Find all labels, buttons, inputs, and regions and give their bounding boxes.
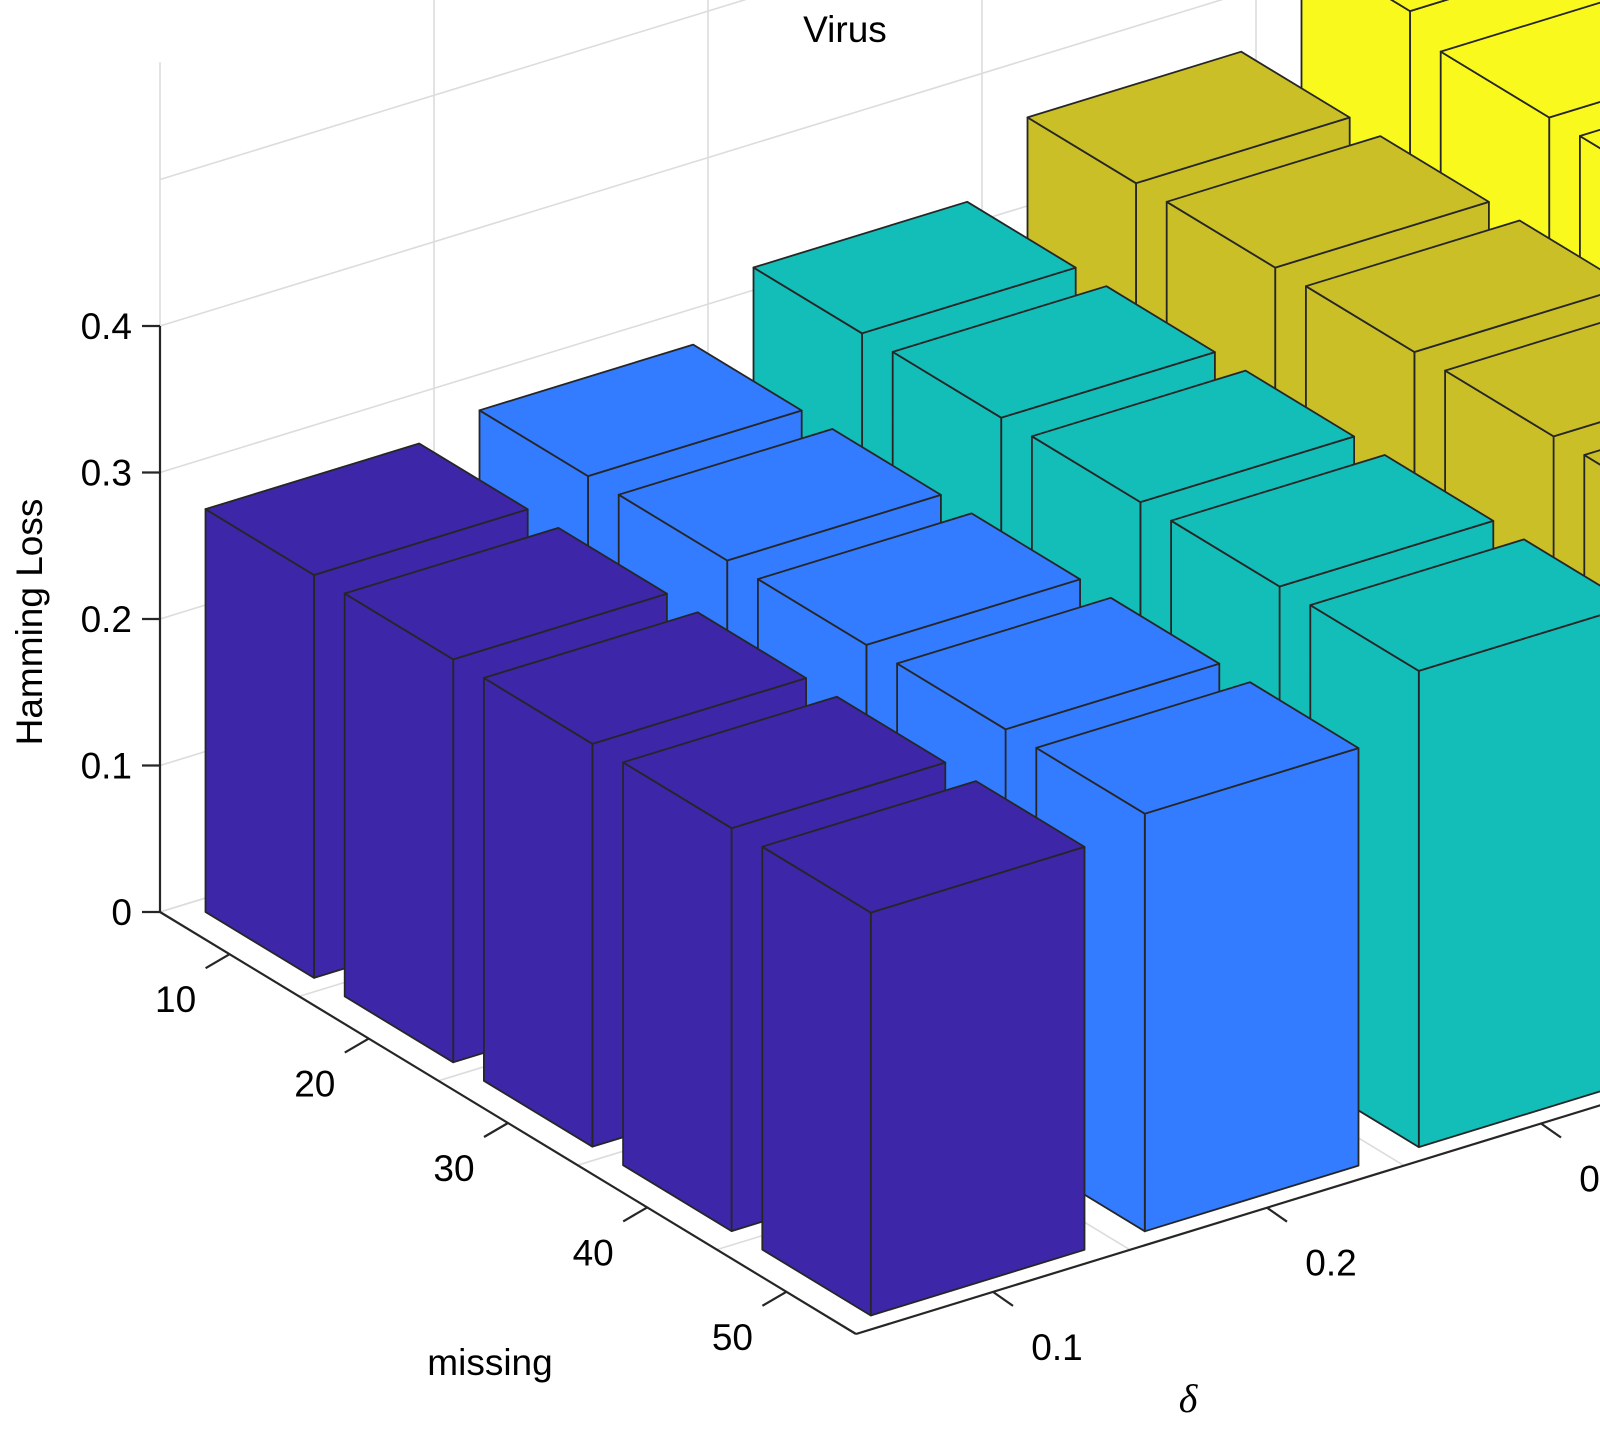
bar-side-face <box>761 845 872 1317</box>
x-tick <box>344 1037 370 1054</box>
bar-top-face <box>1165 135 1490 269</box>
grid-wall-a-horizontal <box>159 0 1224 327</box>
label-layer: Virus Hamming Loss missing δ 0 0.1 0.2 0.3 0… <box>9 9 1600 1421</box>
bar-top-face <box>204 442 529 576</box>
bar-top-face <box>1309 538 1600 672</box>
bar-top-face <box>1305 219 1600 353</box>
bar-top-face <box>478 343 803 478</box>
x-tick-label: 40 <box>573 1232 614 1273</box>
x-tick-label: 10 <box>155 979 196 1020</box>
bar-top-face <box>1026 50 1351 185</box>
z-tick-label: 0.3 <box>81 453 132 494</box>
bar-front-face <box>869 846 1086 1317</box>
bar-layer <box>204 0 1600 1317</box>
bar-top-face <box>1389 0 1450 13</box>
bar-50-0.1 <box>761 780 1086 1317</box>
bar-top-face <box>482 611 807 745</box>
bar-side-face <box>482 677 594 1148</box>
z-tick-label: 0 <box>111 892 132 933</box>
y-tick-label: 0.3 <box>1579 1159 1600 1200</box>
bar-top-face <box>752 200 1077 335</box>
bar-top-face <box>1170 454 1495 588</box>
z-tick-label: 0.2 <box>81 599 132 640</box>
bar-top-face <box>343 527 668 661</box>
x-tick <box>205 953 231 970</box>
bar-top-face <box>1583 449 1600 466</box>
z-tick-label: 0.4 <box>81 306 132 347</box>
x-tick-label: 20 <box>294 1064 335 1105</box>
bar-top-face <box>1035 681 1360 815</box>
y-tick <box>1540 1122 1562 1139</box>
chart-title: Virus <box>803 9 887 50</box>
y-tick-label: 0.1 <box>1031 1327 1082 1368</box>
bar-top-face <box>1439 1 1600 119</box>
bar-top-face <box>896 596 1221 731</box>
bar-top-face <box>1444 322 1600 438</box>
bar-top-face <box>757 512 1081 646</box>
z-axis-label: Hamming Loss <box>9 499 50 746</box>
y-tick <box>992 1290 1014 1307</box>
x-tick <box>483 1122 509 1138</box>
grid-wall-a-horizontal <box>159 0 747 181</box>
bar-front-face <box>1417 614 1600 1148</box>
bar-side-face <box>343 592 455 1064</box>
x-tick <box>622 1206 648 1223</box>
x-axis-label: missing <box>427 1342 552 1383</box>
bar-side-face <box>204 508 315 979</box>
x-tick-label: 30 <box>433 1148 474 1189</box>
x-tick <box>761 1290 787 1307</box>
bar-top-face <box>1579 128 1600 150</box>
y-tick <box>1266 1206 1288 1223</box>
bar-front-face <box>1143 747 1360 1233</box>
axis-layer <box>142 324 1600 1336</box>
bar-top-face <box>1031 369 1355 504</box>
bar-top-face <box>622 695 947 830</box>
y-tick-label: 0.2 <box>1305 1243 1356 1284</box>
bar-top-face <box>617 428 942 562</box>
bar-side-face <box>622 761 733 1232</box>
bar-top-face <box>761 780 1086 914</box>
bar-top-face <box>891 285 1216 419</box>
z-tick-label: 0.1 <box>81 746 132 787</box>
y-axis-label: δ <box>1179 1376 1199 1421</box>
x-tick-label: 50 <box>712 1317 753 1358</box>
